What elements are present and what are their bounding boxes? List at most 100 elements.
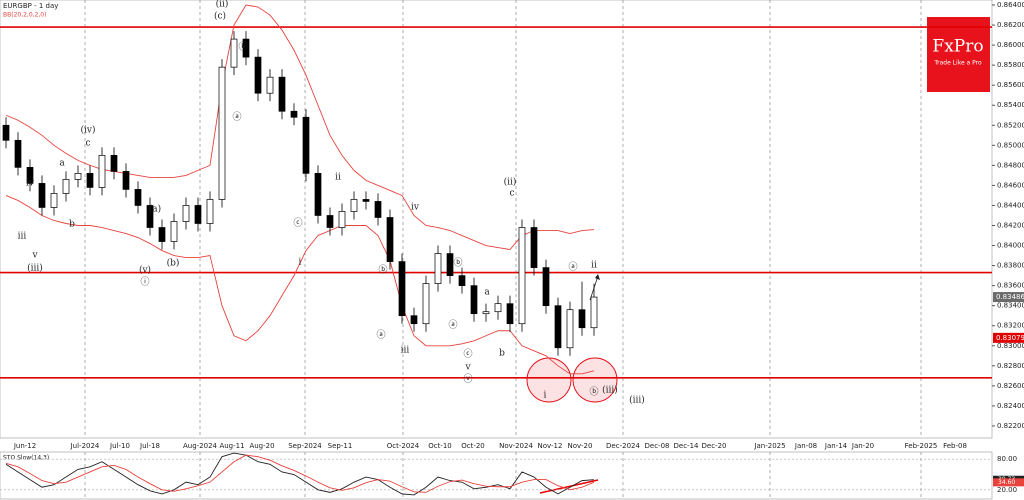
candle-body: [590, 296, 598, 329]
wave-label: ii: [335, 173, 341, 183]
wave-label: iii: [401, 346, 410, 356]
candle-body: [206, 199, 214, 224]
candle-body: [290, 110, 298, 118]
y-tick-label: 0.84800: [997, 161, 1024, 169]
bb-lower: [5, 195, 595, 375]
candle-body: [458, 275, 466, 286]
candle-body: [74, 173, 82, 180]
x-tick-label: Jan-20: [851, 442, 874, 450]
candle-body: [2, 124, 10, 141]
candle-body: [410, 315, 418, 325]
x-tick-label: Jan-08: [794, 442, 817, 450]
x-tick-label: Nov-20: [568, 442, 593, 450]
candle-body: [494, 303, 502, 313]
wave-label: ⓘ: [140, 277, 149, 288]
wave-label: c: [85, 139, 90, 149]
chart-title: EURGBP - 1 day: [3, 2, 58, 10]
candle-body: [398, 261, 406, 317]
x-tick-label: Dec-14: [674, 442, 700, 450]
y-tick-label: 0.84000: [997, 242, 1024, 250]
price-tag: [993, 332, 1024, 343]
y-tick-label: 0.83400: [997, 302, 1024, 310]
y-tick-label: 0.85000: [997, 141, 1024, 149]
x-tick-label: Jan-14: [824, 442, 848, 450]
candle-body: [338, 211, 346, 228]
y-tick-label: 0.85200: [997, 121, 1024, 129]
wave-label: a: [59, 159, 65, 169]
wave-label: iii: [18, 232, 27, 242]
x-tick-label: Feb-2025: [905, 442, 938, 450]
logo-name: FxPro: [932, 37, 983, 57]
candle-body: [242, 38, 250, 58]
wave-label: iv: [411, 203, 420, 213]
wave-label: ⓒ: [293, 218, 302, 229]
candle-body: [554, 305, 562, 349]
wave-label: (iii): [629, 395, 645, 406]
candle-body: [386, 217, 394, 262]
wave-label: ⓑ: [238, 42, 247, 53]
candle-body: [170, 221, 178, 242]
wave-label: i: [299, 258, 302, 268]
x-tick-label: Jul-18: [139, 442, 160, 450]
wave-label: v: [31, 251, 38, 261]
wave-label: (iii): [602, 385, 618, 396]
y-tick-label: 0.82600: [997, 382, 1024, 390]
wave-label: ⓐ: [448, 320, 457, 331]
candle-body: [350, 199, 358, 212]
candle-body: [86, 173, 94, 188]
y-tick-label: 0.85800: [997, 61, 1024, 69]
candle-body: [482, 311, 490, 315]
sto-tag: [993, 478, 1024, 487]
sto-panel: [0, 451, 993, 500]
x-tick-label: Oct-20: [461, 442, 485, 450]
candle-body: [158, 227, 166, 242]
wave-label: (c): [214, 11, 226, 22]
x-tick-label: Dec-20: [702, 442, 727, 450]
y-tick-label: 0.85400: [997, 101, 1024, 109]
candle-body: [542, 267, 550, 307]
candle-body: [122, 171, 130, 190]
y-tick-label: 0.83200: [997, 322, 1024, 330]
arrow-head: [595, 274, 600, 280]
y-tick-label: 0.84400: [997, 201, 1024, 209]
candle-body: [230, 38, 238, 68]
wave-label: ⓥ: [463, 374, 472, 385]
x-tick-label: Nov-12: [538, 442, 563, 450]
price-tag-label: 0.83486: [996, 293, 1024, 301]
wave-label: ⓐ: [376, 330, 385, 341]
candle-body: [62, 179, 70, 194]
wave-label: (b): [167, 258, 180, 269]
logo-tagline: Trade Like a Pro: [933, 60, 982, 67]
y-tick-label: 0.82800: [997, 362, 1024, 370]
wave-label: ⓑ: [453, 258, 462, 269]
y-tick-label: 0.82200: [997, 422, 1024, 430]
highlight-circle: [526, 357, 572, 403]
candle-body: [506, 303, 514, 325]
candle-body: [134, 189, 142, 206]
y-tick-label: 0.83800: [997, 262, 1024, 270]
x-tick-label: Oct-10: [428, 442, 452, 450]
y-tick-label: 0.84600: [997, 181, 1024, 189]
sto-trendline: [539, 479, 599, 494]
x-tick-label: Aug-20: [249, 442, 274, 450]
logo: FxPro Trade Like a Pro: [927, 17, 990, 92]
candle-body: [218, 66, 226, 200]
candle-body: [146, 205, 154, 228]
candle-body: [182, 205, 190, 222]
candle-body: [446, 253, 454, 276]
candle-body: [518, 227, 526, 325]
sto-line: [5, 454, 595, 493]
sto-title: STO Slow(14,3): [3, 455, 49, 462]
candle-body: [302, 116, 310, 174]
wave-label: b: [499, 349, 505, 359]
x-tick-label: Sep-2024: [288, 442, 322, 450]
y-tick-label: 0.85600: [997, 81, 1024, 89]
x-tick-label: Feb-08: [943, 442, 967, 450]
y-tick-label: 0.84200: [997, 222, 1024, 230]
candle-body: [422, 283, 430, 325]
candle-body: [38, 183, 46, 208]
wave-label: iv: [26, 179, 35, 189]
wave-label: ⓐ: [568, 262, 577, 273]
candle-body: [50, 193, 58, 208]
candle-body: [278, 76, 286, 112]
